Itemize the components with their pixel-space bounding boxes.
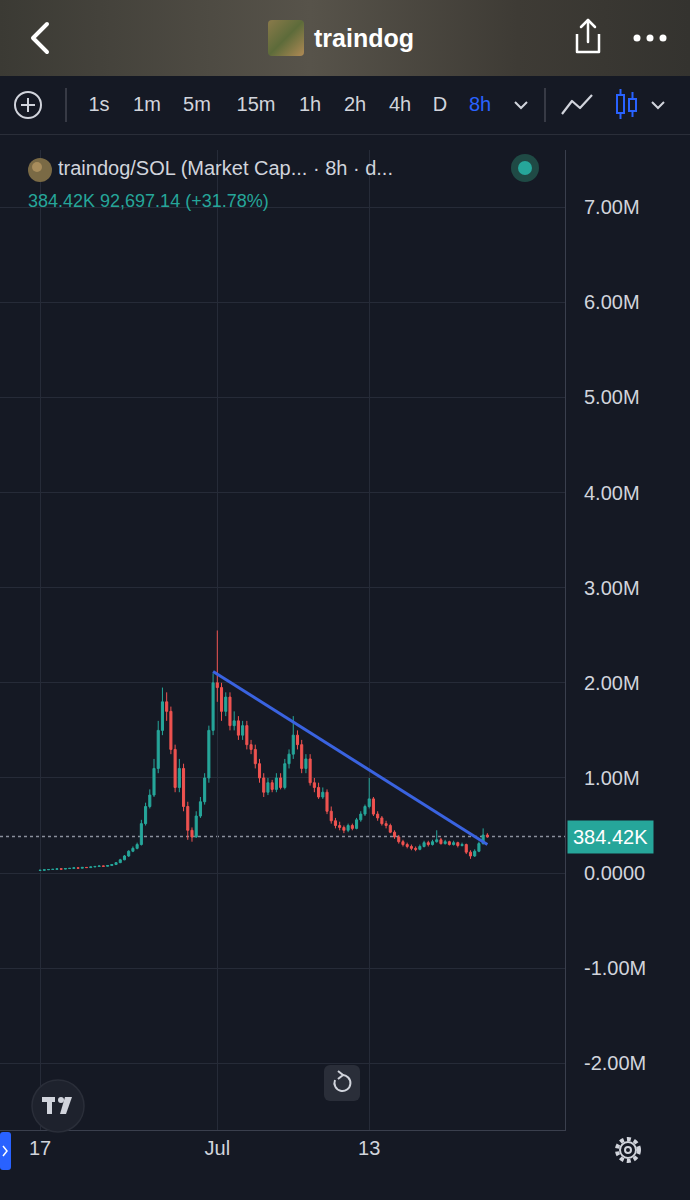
svg-text:6.00M: 6.00M	[584, 291, 640, 313]
svg-text:384.42K: 384.42K	[573, 826, 648, 848]
html-text:384.42K 92,697.14 (+31.78%): 384.42K 92,697.14 (+31.78%)	[28, 191, 269, 211]
html-text:1m: 1m	[133, 93, 161, 115]
html-text:4h: 4h	[388, 93, 412, 115]
svg-text:3.00M: 3.00M	[584, 577, 640, 599]
html-text:D: D	[432, 93, 448, 115]
svg-text:Jul: Jul	[205, 1137, 231, 1159]
svg-text:7.00M: 7.00M	[584, 196, 640, 218]
html-text:2h: 2h	[343, 93, 367, 115]
svg-text:4.00M: 4.00M	[584, 482, 640, 504]
html-text:1h: 1h	[298, 93, 322, 115]
html-text:traindog: traindog	[314, 24, 414, 52]
svg-text:17: 17	[29, 1137, 51, 1159]
html-text:5m: 5m	[183, 93, 211, 115]
svg-text:-2.00M: -2.00M	[584, 1052, 646, 1074]
html-text:traindog/SOL (Market Cap... ·: traindog/SOL (Market Cap... · 8h · d...	[58, 157, 393, 179]
svg-text:0.0000: 0.0000	[584, 862, 645, 884]
svg-text:5.00M: 5.00M	[584, 386, 640, 408]
svg-text:2.00M: 2.00M	[584, 672, 640, 694]
html-text:15m: 15m	[236, 93, 276, 115]
svg-text:1.00M: 1.00M	[584, 767, 640, 789]
html-text:8h: 8h	[468, 93, 492, 115]
svg-text:-1.00M: -1.00M	[584, 957, 646, 979]
svg-text:13: 13	[358, 1137, 380, 1159]
html-text:1s: 1s	[88, 93, 110, 115]
